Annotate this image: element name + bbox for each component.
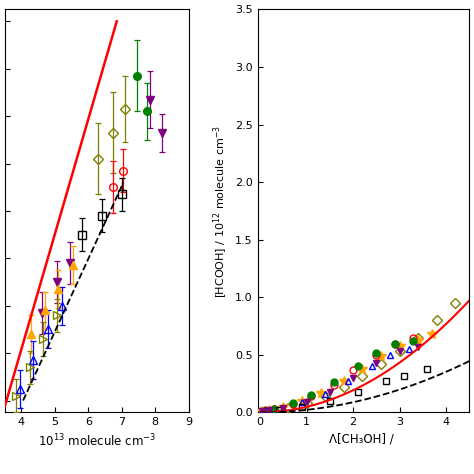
X-axis label: 10$^{13}$ molecule cm$^{-3}$: 10$^{13}$ molecule cm$^{-3}$ xyxy=(37,433,156,449)
X-axis label: Λ[CH₃OH] / : Λ[CH₃OH] / xyxy=(329,433,398,446)
Y-axis label: [HCOOH] / 10$^{12}$ molecule cm$^{-3}$: [HCOOH] / 10$^{12}$ molecule cm$^{-3}$ xyxy=(211,124,229,298)
